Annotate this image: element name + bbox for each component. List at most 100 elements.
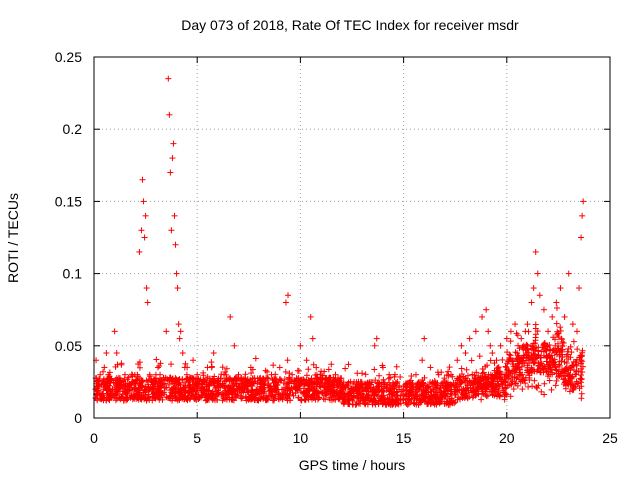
noise-point [112,363,119,370]
noise-point [544,373,551,380]
noise-point [531,360,538,367]
noise-point [357,400,364,407]
noise-point [509,373,516,380]
data-point [483,306,490,313]
noise-point [463,385,470,392]
noise-point [445,368,452,375]
noise-point [551,356,558,363]
noise-point [274,381,281,388]
noise-point [426,380,433,387]
noise-point [223,365,230,372]
noise-point [441,375,448,382]
data-point [95,378,102,385]
noise-point [326,394,333,401]
noise-point [357,392,364,399]
data-point [569,321,576,328]
data-point [227,313,234,320]
data-point [214,378,221,385]
noise-point [560,339,567,346]
noise-point [152,380,159,387]
data-point [159,378,166,385]
noise-point [393,388,400,395]
y-tick-label: 0.1 [63,266,83,282]
noise-point [298,376,305,383]
noise-point [556,362,563,369]
noise-point [507,376,514,383]
noise-point [248,370,255,377]
noise-point [433,382,440,389]
data-point [142,212,149,219]
noise-point [551,361,558,368]
noise-point [290,380,297,387]
noise-point [124,394,131,401]
noise-point [138,383,145,390]
noise-point [265,392,272,399]
noise-point [313,364,320,371]
noise-point [250,389,257,396]
noise-point [400,396,407,403]
data-point [553,299,560,306]
data-point [344,393,351,400]
noise-point [574,380,581,387]
noise-point [380,376,387,383]
noise-point [554,330,561,337]
noise-point [503,364,510,371]
noise-point [354,370,361,377]
y-tick-label: 0.15 [55,193,82,209]
noise-point [539,364,546,371]
noise-point [483,393,490,400]
noise-point [514,373,521,380]
noise-point [544,361,551,368]
noise-point [536,365,543,372]
noise-point [164,394,171,401]
noise-point [156,362,163,369]
noise-point [240,389,247,396]
noise-point [529,383,536,390]
noise-point [170,380,177,387]
noise-point [479,365,486,372]
noise-point [278,377,285,384]
data-point [221,371,228,378]
data-point [435,371,442,378]
data-point [565,270,572,277]
x-tick-label: 20 [499,430,515,446]
data-point [466,335,473,342]
noise-point [145,387,152,394]
data-point [313,371,320,378]
data-point [400,386,407,393]
data-point [419,357,426,364]
noise-point [293,386,300,393]
noise-point [534,385,541,392]
noise-point [326,374,333,381]
noise-point [564,366,571,373]
noise-point [182,360,189,367]
noise-point [516,345,523,352]
noise-point [311,383,318,390]
noise-point [535,351,542,358]
noise-point [564,351,571,358]
noise-point [501,393,508,400]
noise-point [368,388,375,395]
noise-point [430,380,437,387]
noise-point [558,335,565,342]
noise-point [481,381,488,388]
noise-point [207,390,214,397]
x-tick-label: 25 [602,430,618,446]
data-point [172,241,179,248]
noise-point [553,305,560,312]
noise-point [452,391,459,398]
x-tick-label: 5 [193,430,201,446]
noise-point [549,371,556,378]
noise-point [537,354,544,361]
noise-point [205,382,212,389]
noise-point [208,391,215,398]
data-point [534,270,541,277]
noise-point [438,392,445,399]
noise-point [451,400,458,407]
data-point [487,342,494,349]
noise-point [456,378,463,385]
noise-point [94,383,101,390]
noise-point [276,390,283,397]
noise-point [116,382,123,389]
noise-point [478,396,485,403]
